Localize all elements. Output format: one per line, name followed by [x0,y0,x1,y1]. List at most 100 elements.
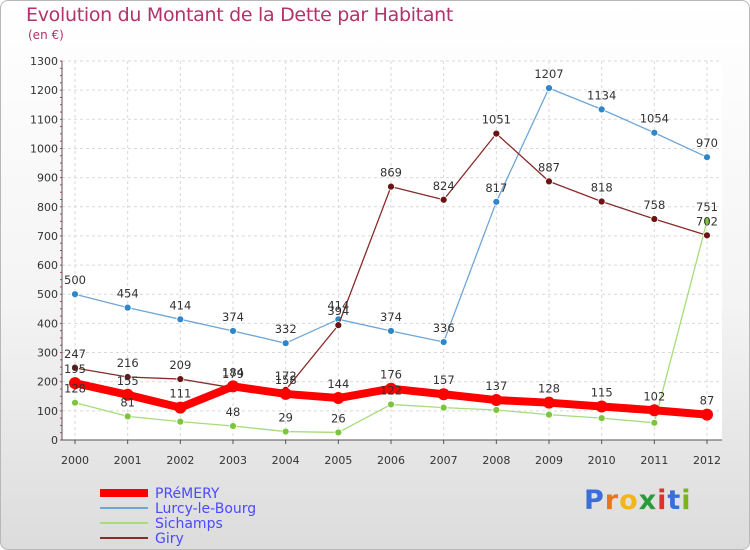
y-tick-label: 1300 [30,55,58,68]
series-point-0 [701,408,713,421]
data-label: 1054 [640,112,669,126]
data-label: 824 [433,179,455,193]
x-tick-label: 2007 [430,454,458,467]
series-point-0 [279,387,292,400]
series-point-2 [281,427,290,436]
data-label: 454 [117,287,139,301]
data-label: 128 [64,382,86,396]
series-point-0 [437,388,450,401]
series-point-0 [332,392,345,405]
proxiti-logo: Proxiti [584,485,692,516]
series-point-1 [281,339,290,348]
series-point-2 [439,403,448,412]
series-point-2 [176,417,185,426]
chart-unit: (en €) [28,28,64,42]
series-point-2 [597,414,606,423]
logo-letter: r [604,485,620,516]
data-label: 48 [226,405,241,419]
data-label: 817 [485,181,507,195]
series-point-3 [123,373,132,381]
data-label: 869 [380,166,402,180]
series-point-3 [703,231,711,240]
series-point-1 [229,327,237,335]
data-label: 332 [275,322,297,336]
series-point-3 [650,215,659,223]
series-point-3 [545,177,553,186]
series-point-1 [176,315,185,324]
x-tick-label: 2008 [482,454,510,467]
data-label: 970 [696,136,718,150]
legend-label: PRéMERY [155,486,220,502]
data-label: 758 [643,198,665,212]
data-label: 29 [278,411,293,425]
data-label: 184 [222,365,244,379]
data-label: 374 [380,310,402,324]
y-tick-label: 200 [37,376,58,389]
y-tick-label: 300 [37,347,58,360]
x-tick-label: 2006 [377,454,405,467]
chart-title: Evolution du Montant de la Dette par Hab… [26,4,454,26]
series-point-2 [650,418,659,427]
data-label: 144 [327,377,349,391]
data-label: 216 [117,356,139,370]
x-tick-label: 2012 [693,454,721,467]
series-point-2 [123,412,132,421]
data-label: 887 [538,160,560,174]
series-point-0 [543,396,555,409]
series-point-2 [545,410,553,419]
y-tick-label: 700 [37,230,58,243]
x-tick-label: 2004 [272,454,300,467]
y-tick-label: 1000 [30,142,58,155]
series-point-0 [69,377,81,390]
legend-label: Giry [155,531,184,547]
series-point-0 [595,400,608,413]
data-label: 87 [700,394,715,408]
y-tick-label: 900 [37,172,58,185]
series-point-1 [71,290,79,299]
series-point-1 [703,153,711,162]
series-point-3 [492,129,501,138]
x-tick-label: 2005 [324,454,352,467]
series-point-0 [227,380,239,393]
data-label: 122 [380,383,402,397]
logo-letter: o [619,485,639,516]
data-label: 702 [696,214,718,228]
series-point-2 [492,406,501,414]
x-tick-label: 2002 [166,454,194,467]
x-tick-label: 2003 [219,454,247,467]
y-tick-label: 600 [37,259,58,272]
data-label: 115 [591,385,613,399]
data-label: 414 [169,298,191,312]
series-point-0 [385,382,397,395]
series-point-0 [121,388,134,401]
data-label: 209 [169,358,191,372]
series-point-3 [334,321,343,330]
data-label: 179 [222,367,244,381]
data-label: 172 [275,369,297,383]
y-tick-label: 400 [37,317,58,330]
logo-letter: i [657,485,668,516]
data-label: 157 [433,373,455,387]
series-point-3 [71,364,79,372]
legend-label: Lurcy-le-Bourg [155,501,256,517]
data-label: 195 [64,362,86,376]
data-label: 128 [538,382,560,396]
data-label: 751 [696,200,718,214]
series-point-0 [490,394,503,407]
series-point-2 [71,398,79,407]
x-tick-label: 2009 [535,454,563,467]
series-point-1 [439,338,448,346]
data-label: 155 [117,374,139,388]
x-tick-label: 2001 [114,454,142,467]
x-tick-label: 2000 [61,454,89,467]
y-tick-label: 500 [37,288,58,301]
data-label: 26 [331,411,346,425]
y-tick-label: 0 [51,434,58,447]
series-point-0 [174,401,187,414]
data-label: 176 [380,368,402,382]
series-point-2 [229,422,237,430]
logo-letter: t [667,485,682,516]
series-point-1 [387,327,395,335]
series-point-3 [439,195,448,204]
data-label: 81 [120,395,135,409]
